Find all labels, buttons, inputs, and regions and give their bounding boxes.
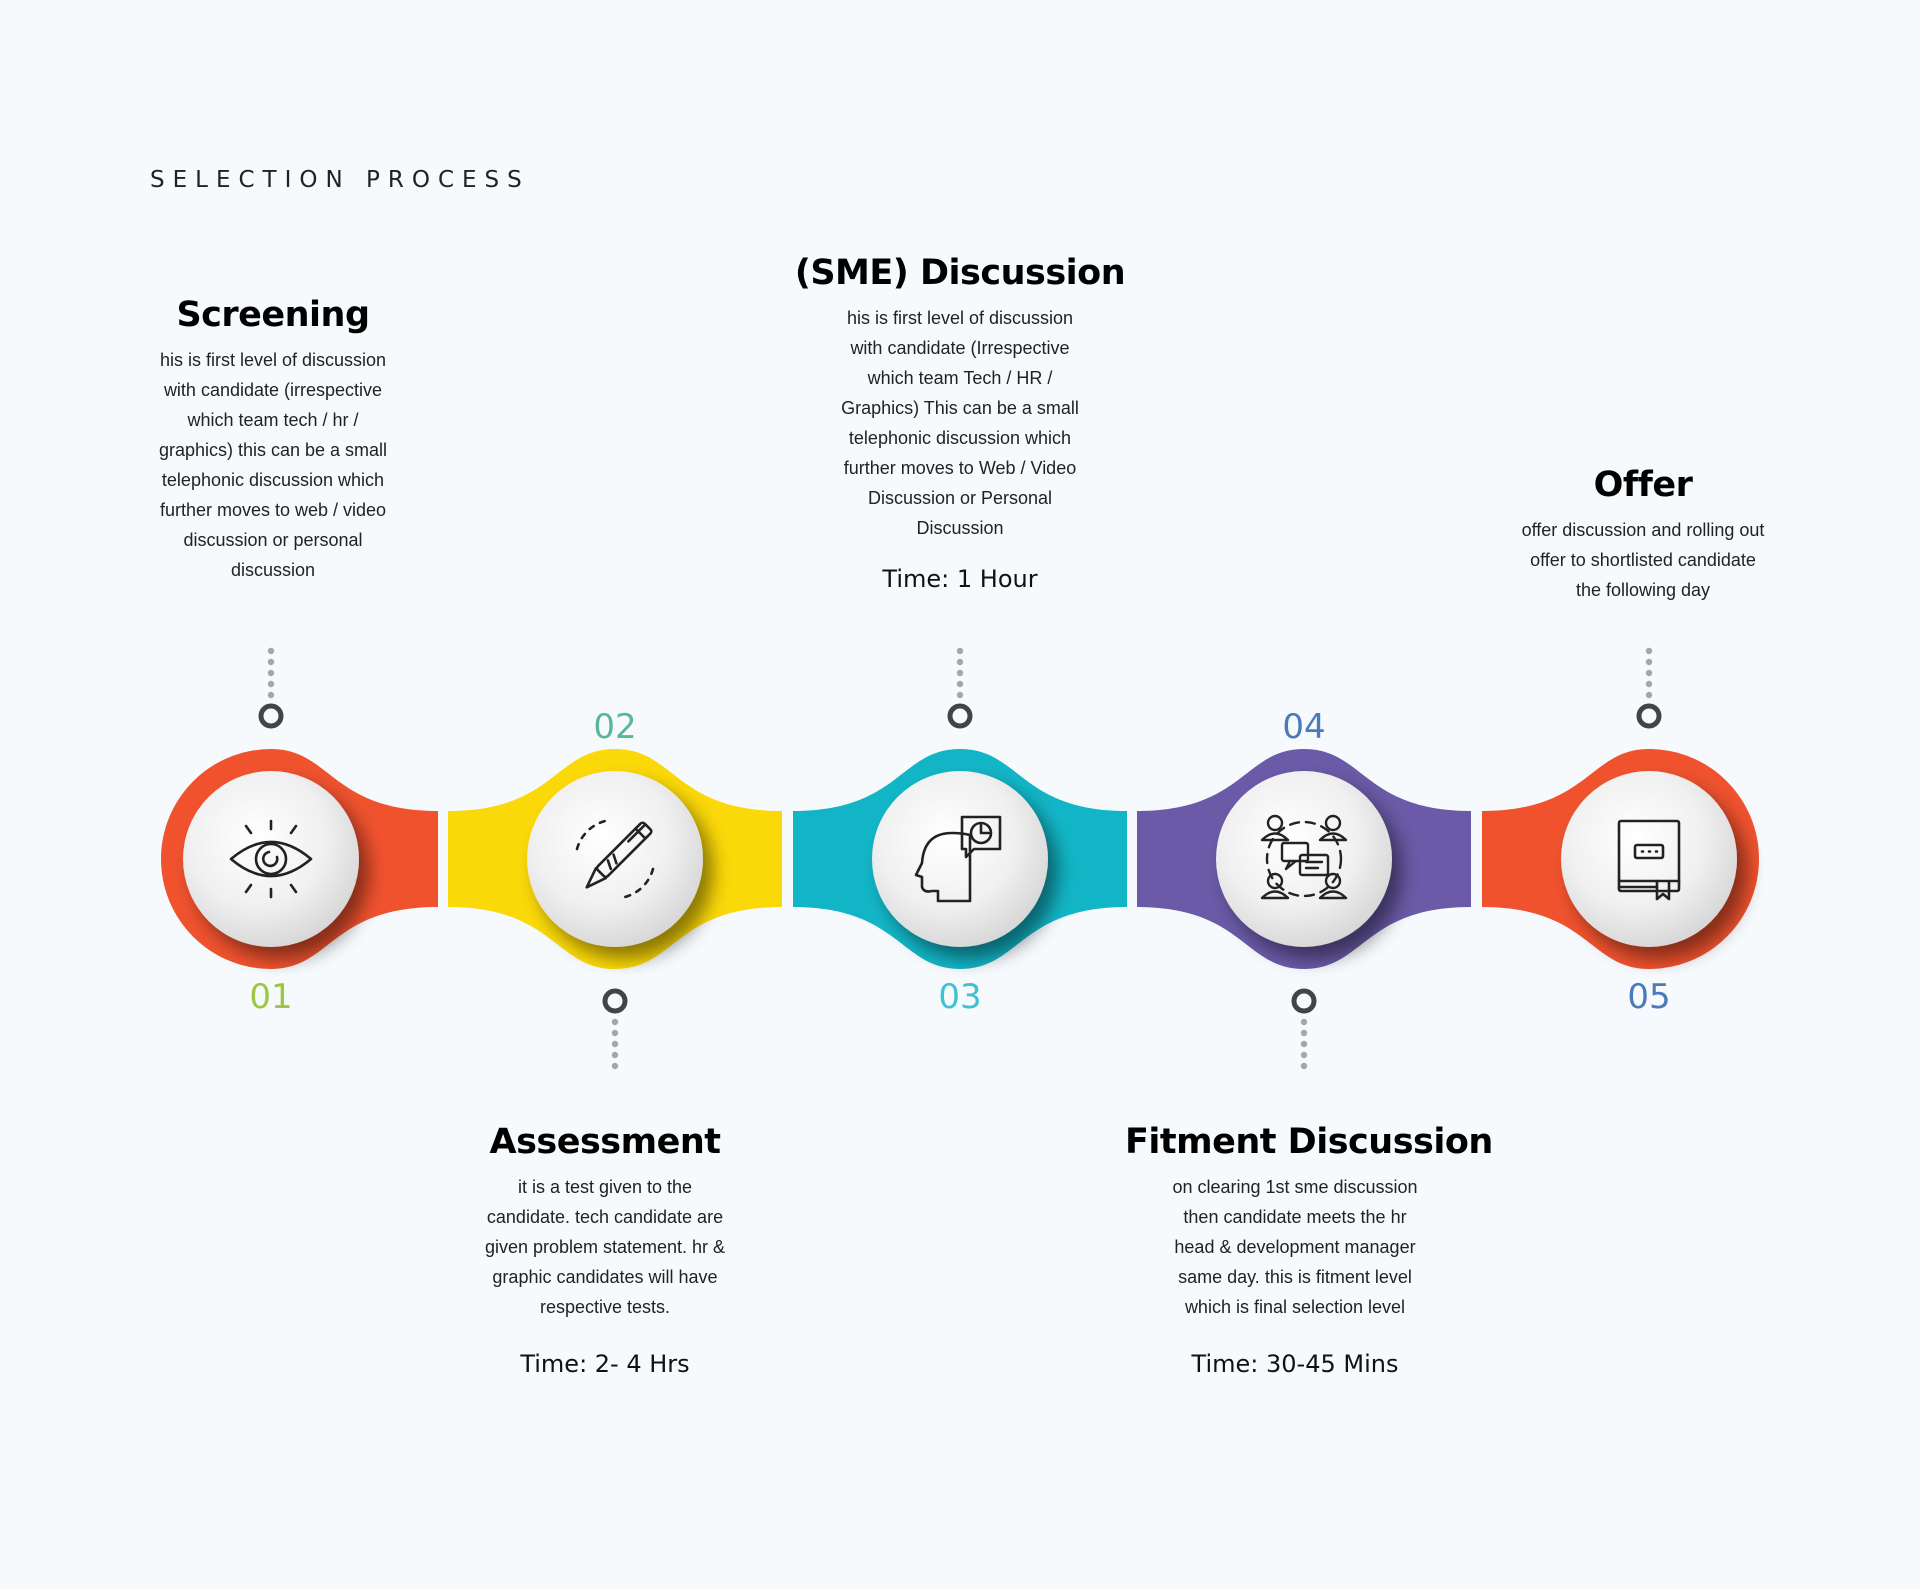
connector-ring: [258, 703, 284, 729]
connector-dot: [267, 691, 275, 699]
step-title: Assessment: [489, 1122, 721, 1162]
connector-dot: [267, 680, 275, 688]
step-time: Time: 1 Hour: [882, 565, 1038, 593]
pen-icon: [575, 819, 655, 899]
head-chart-icon: [914, 815, 1002, 903]
team-discussion-icon: [1260, 814, 1348, 900]
connector-dot: [956, 680, 964, 688]
connector-ring: [1291, 988, 1317, 1014]
connector-dot: [1645, 680, 1653, 688]
connector-dot: [1300, 1029, 1308, 1037]
connector-dot: [611, 1029, 619, 1037]
connector-dot: [1300, 1051, 1308, 1059]
connector-dot: [956, 658, 964, 666]
step-offer: Offer offer discussion and rolling out o…: [1473, 465, 1813, 605]
step-title: Screening: [176, 295, 370, 335]
step-screening: Screening his is first level of discussi…: [103, 295, 443, 585]
step-disc: [1216, 771, 1392, 947]
step-disc: [183, 771, 359, 947]
connector-dot: [1645, 647, 1653, 655]
connector-dot: [1300, 1040, 1308, 1048]
connector-dot: [1300, 1062, 1308, 1070]
step-description: it is a test given to the candidate. tec…: [484, 1177, 726, 1317]
eye-icon: [229, 819, 313, 899]
step-fitment-discussion: Fitment Discussion on clearing 1st sme d…: [1125, 1122, 1493, 1378]
step-number: 02: [593, 707, 636, 747]
connector-dot: [1300, 1018, 1308, 1026]
step-description: his is first level of discussion with ca…: [158, 350, 388, 580]
step-disc: [872, 771, 1048, 947]
connector-ring: [947, 703, 973, 729]
step-sme-discussion: (SME) Discussion his is first level of d…: [790, 253, 1130, 593]
book-icon: [1617, 819, 1681, 901]
connector-dot: [1645, 669, 1653, 677]
step-number: 01: [249, 977, 292, 1017]
connector-dot: [956, 647, 964, 655]
connector-ring: [1636, 703, 1662, 729]
connector-dot: [611, 1018, 619, 1026]
step-number: 04: [1282, 707, 1325, 747]
step-time: Time: 2- 4 Hrs: [520, 1350, 690, 1378]
connector-ring: [602, 988, 628, 1014]
step-assessment: Assessment it is a test given to the can…: [435, 1122, 775, 1378]
connector-dot: [611, 1062, 619, 1070]
step-title: Offer: [1593, 465, 1693, 505]
connector-dot: [267, 647, 275, 655]
step-time: Time: 30-45 Mins: [1191, 1350, 1399, 1378]
connector-dot: [611, 1051, 619, 1059]
connector-dot: [1645, 691, 1653, 699]
connector-dot: [1645, 658, 1653, 666]
connector-dot: [956, 669, 964, 677]
page-title: SELECTION PROCESS: [150, 167, 530, 194]
step-description: on clearing 1st sme discussion then cand…: [1172, 1177, 1418, 1317]
step-title: (SME) Discussion: [794, 253, 1126, 293]
connector-dot: [267, 658, 275, 666]
step-description: offer discussion and rolling out offer t…: [1521, 520, 1765, 600]
connector-dot: [267, 669, 275, 677]
connector-dot: [611, 1040, 619, 1048]
connector-dot: [956, 691, 964, 699]
step-title: Fitment Discussion: [1125, 1122, 1493, 1162]
step-number: 05: [1627, 977, 1670, 1017]
step-number: 03: [938, 977, 981, 1017]
step-description: his is first level of discussion with ca…: [841, 308, 1079, 538]
